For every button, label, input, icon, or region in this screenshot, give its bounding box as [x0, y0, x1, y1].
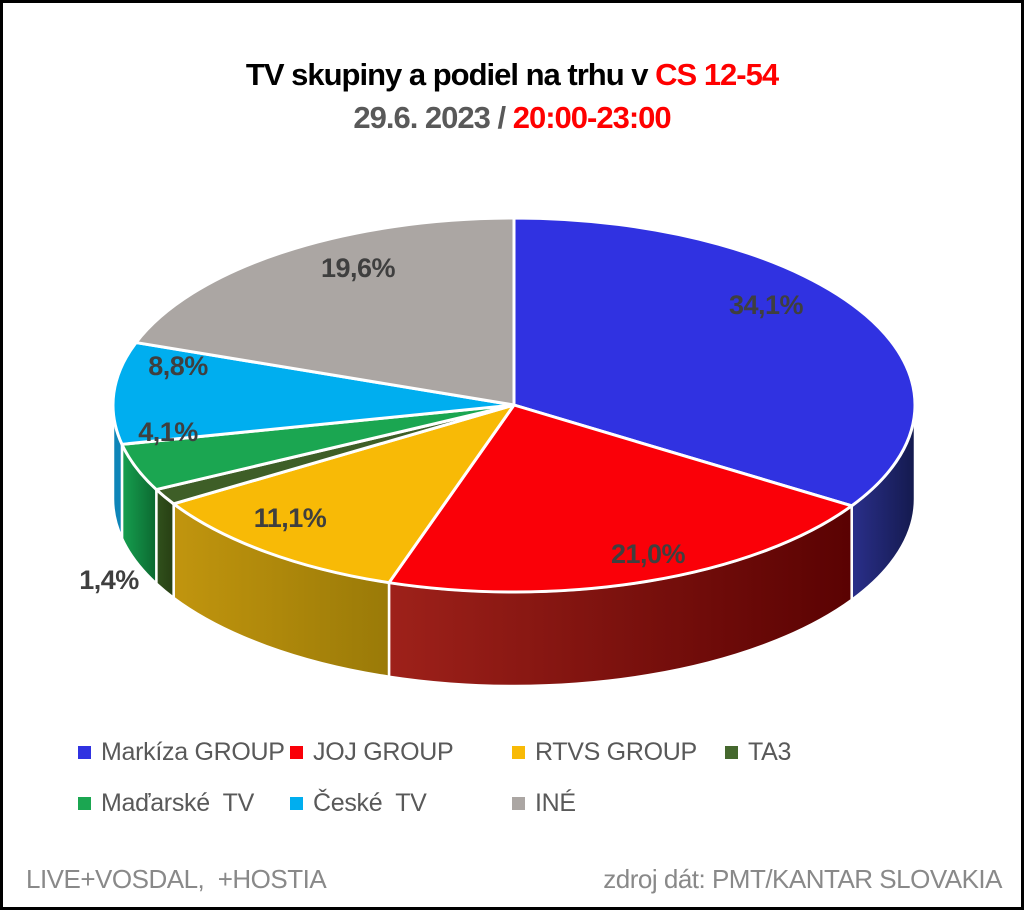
legend-swatch-ta3: [725, 745, 738, 759]
pie-slice-ceske-tv: [111, 341, 516, 446]
legend-swatch-ine: [512, 796, 525, 810]
legend-label-ta3: TA3: [748, 737, 792, 766]
page-title-main: TV skupiny a podiel na trhu v: [245, 57, 656, 92]
legend-row-2: Maďarské TV České TV INÉ: [78, 788, 978, 817]
legend-label-madarske-tv: Maďarské TV: [101, 788, 255, 817]
legend-swatch-rtvs-group: [512, 745, 525, 759]
legend-item-joj-group: JOJ GROUP: [290, 737, 512, 766]
page-title: TV skupiny a podiel na trhu v CS 12-54: [3, 53, 1021, 96]
pie-label-madarske-tv: 4,1%: [138, 417, 198, 447]
pie-slice-ine: [134, 216, 516, 407]
pie-label-rtvs-group: 11,1%: [254, 503, 327, 533]
page-subtitle: 29.6. 2023 / 20:00-23:00: [3, 96, 1021, 139]
pie-slice-joj-group: [387, 403, 854, 594]
legend-label-rtvs-group: RTVS GROUP: [535, 737, 697, 766]
legend-item-ine: INÉ: [512, 788, 725, 817]
page-title-highlight: CS 12-54: [655, 57, 779, 92]
legend-item-rtvs-group: RTVS GROUP: [512, 737, 725, 766]
subtitle-date: 29.6. 2023 /: [353, 100, 513, 135]
legend-swatch-markiza-group: [78, 745, 91, 759]
legend-item-madarske-tv: Maďarské TV: [78, 788, 290, 817]
legend-label-joj-group: JOJ GROUP: [313, 737, 454, 766]
subtitle-time: 20:00-23:00: [512, 100, 672, 135]
title-block: TV skupiny a podiel na trhu v CS 12-54 2…: [3, 53, 1021, 139]
pie-slice-rtvs-group: [172, 403, 516, 585]
pie-label-joj-group: 21,0%: [611, 539, 686, 569]
pie-chart: 34,1% 21,0% 11,1% 1,4% 4,1% 8,8% 19,6%: [79, 216, 917, 688]
pie-label-ine: 19,6%: [321, 253, 396, 283]
pie-label-ceske-tv: 8,8%: [148, 351, 208, 381]
legend-label-markiza-group: Markíza GROUP: [101, 737, 285, 766]
legend-item-ceske-tv: České TV: [290, 788, 512, 817]
pie-label-markiza-group: 34,1%: [729, 290, 804, 320]
pie-slice-ta3-side: [155, 488, 175, 600]
legend-row-1: Markíza GROUP JOJ GROUP RTVS GROUP TA3: [78, 737, 978, 766]
legend-item-markiza-group: Markíza GROUP: [78, 737, 290, 766]
pie-label-ta3: 1,4%: [79, 565, 139, 595]
legend-swatch-ceske-tv: [290, 796, 303, 810]
footer-note: LIVE+VOSDAL, +HOSTIA: [26, 864, 327, 894]
legend-label-ceske-tv: České TV: [313, 788, 427, 817]
legend-swatch-madarske-tv: [78, 796, 91, 810]
legend-label-ine: INÉ: [535, 788, 576, 817]
legend-swatch-joj-group: [290, 745, 303, 759]
legend-item-ta3: TA3: [725, 737, 978, 766]
footer-source: zdroj dát: PMT/KANTAR SLOVAKIA: [603, 864, 1002, 894]
